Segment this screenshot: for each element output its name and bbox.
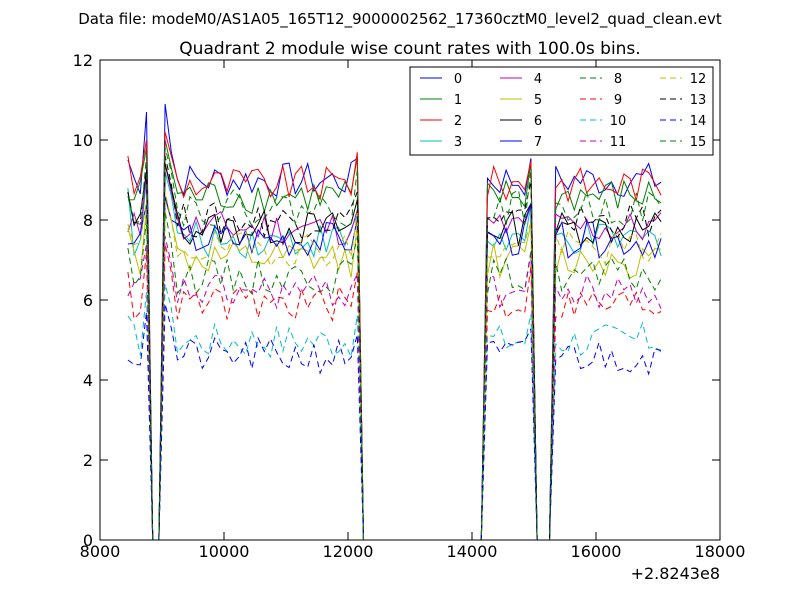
plot-lines bbox=[127, 103, 662, 541]
legend-label-9: 9 bbox=[614, 93, 622, 108]
series-line-1 bbox=[127, 139, 662, 541]
series-line-9 bbox=[127, 243, 662, 541]
legend-label-4: 4 bbox=[534, 72, 542, 87]
legend-label-8: 8 bbox=[614, 72, 622, 87]
x-tick-label: 16000 bbox=[571, 542, 622, 561]
legend-label-11: 11 bbox=[610, 135, 627, 150]
y-tick-label: 10 bbox=[73, 131, 93, 150]
series-line-15 bbox=[127, 147, 662, 541]
series-line-6 bbox=[127, 163, 662, 541]
y-tick-label: 8 bbox=[83, 211, 93, 230]
legend-label-6: 6 bbox=[534, 114, 542, 129]
legend-label-10: 10 bbox=[610, 114, 627, 129]
series-line-11 bbox=[127, 235, 662, 541]
y-tick-label: 4 bbox=[83, 371, 93, 390]
chart-title: Quadrant 2 module wise count rates with … bbox=[179, 39, 640, 59]
y-tick-label: 6 bbox=[83, 291, 93, 310]
data-file-title: Data file: modeM0/AS1A05_165T12_90000025… bbox=[78, 10, 722, 29]
x-tick-label: 12000 bbox=[323, 542, 374, 561]
x-tick-label: 14000 bbox=[447, 542, 498, 561]
series-line-10 bbox=[127, 283, 662, 541]
series-line-14 bbox=[127, 303, 662, 541]
x-offset-label: +2.8243e8 bbox=[631, 564, 720, 583]
legend-label-13: 13 bbox=[690, 93, 707, 108]
legend-label-1: 1 bbox=[454, 93, 462, 108]
legend-box bbox=[409, 66, 714, 156]
x-tick-label: 10000 bbox=[199, 542, 250, 561]
y-tick-label: 12 bbox=[73, 51, 93, 70]
x-tick-label: 8000 bbox=[80, 542, 121, 561]
legend-label-12: 12 bbox=[690, 72, 707, 87]
legend-label-15: 15 bbox=[690, 135, 707, 150]
y-tick-label: 2 bbox=[83, 451, 93, 470]
legend-label-0: 0 bbox=[454, 72, 462, 87]
legend-label-7: 7 bbox=[534, 135, 542, 150]
y-tick-label: 0 bbox=[83, 531, 93, 550]
series-line-13 bbox=[127, 155, 662, 541]
legend-label-2: 2 bbox=[454, 114, 462, 129]
series-line-2 bbox=[127, 131, 662, 541]
x-tick-label: 18000 bbox=[695, 542, 746, 561]
legend-label-3: 3 bbox=[454, 135, 462, 150]
series-line-8 bbox=[127, 211, 662, 541]
legend-label-14: 14 bbox=[690, 114, 707, 129]
legend-label-5: 5 bbox=[534, 93, 542, 108]
series-line-5 bbox=[127, 199, 662, 541]
